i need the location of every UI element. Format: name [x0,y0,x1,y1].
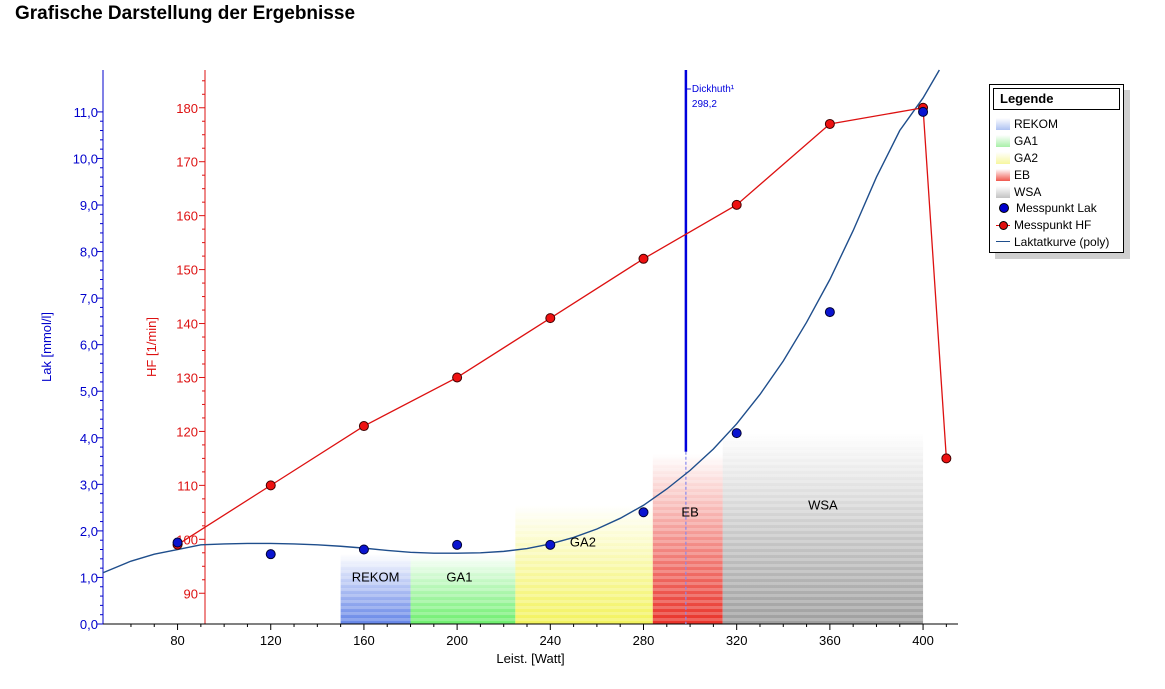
legend-item-wsa: WSA [996,183,1123,200]
zone-label-rekom: REKOM [352,569,400,584]
zone-label-ga2: GA2 [570,535,596,550]
lak-tick-label: 4,0 [80,431,98,446]
hf-point [824,118,835,129]
legend-item-messpunkt-lak: Messpunkt Lak [996,200,1123,217]
legend-item-label: GA1 [1014,134,1039,149]
x-tick-label: 120 [260,633,282,648]
hf-tick-label: 130 [176,370,198,385]
x-tick-label: 80 [170,633,184,648]
lak-point [358,544,369,555]
training-zones [340,433,924,624]
lak-tick-label: 7,0 [80,291,98,306]
lak-tick-label: 11,0 [74,105,98,120]
legend-item-rekom: REKOM [996,116,1123,133]
lactate-curve [102,69,940,574]
legend-swatch [996,168,1010,181]
zone-label-ga1: GA1 [446,569,472,584]
page-title: Grafische Darstellung der Ergebnisse [15,3,356,24]
lak-point [265,549,276,560]
hf-point [731,199,742,210]
legend-swatch [996,185,1010,198]
hf-tick-label: 110 [177,478,198,493]
legend-item-laktatkurve-poly: Laktatkurve (poly) [996,234,1123,251]
zone-ga2-stripes [515,505,653,624]
hf-tick-label: 90 [184,586,198,601]
x-tick-label: 400 [912,633,934,648]
zone-label-eb: EB [681,504,698,519]
lak-tick-label: 0,0 [80,617,98,632]
hf-tick-label: 170 [176,155,198,170]
lak-tick-label: 5,0 [80,384,98,399]
lak-point [545,539,556,550]
legend-line-marker [996,220,1010,230]
hf-point [941,453,952,464]
legend-dot-marker [999,220,1008,230]
lak-tick-label: 6,0 [80,338,98,353]
zone-rekom-stripes [340,554,411,624]
lak-point [731,428,742,439]
legend-item-label: Messpunkt HF [1014,218,1092,233]
legend-item-label: GA2 [1014,150,1039,165]
legend-item-ga2: GA2 [996,150,1123,167]
zone-label-wsa: WSA [808,497,838,512]
lak-point [172,537,183,548]
legend-items: REKOM GA1 GA2 EB WSA Messpunkt Lak Messpunkt H… [996,116,1123,250]
zone-wsa-stripes [722,433,924,624]
x-axis-label: Leist. [Watt] [496,651,564,666]
legend-dot-marker [999,203,1009,214]
lak-tick-label: 9,0 [80,198,98,213]
x-tick-label: 360 [819,633,841,648]
legend-item-eb: EB [996,166,1123,183]
x-tick-label: 240 [539,633,561,648]
hf-point [638,253,649,264]
lak-point [918,106,929,117]
hf-tick-label: 150 [176,263,198,278]
lak-point [638,507,649,518]
x-tick-label: 200 [446,633,468,648]
legend: Legende REKOM GA1 GA2 EB WSA Messpunkt Lak Mes… [989,84,1124,253]
dickhuth-name: Dickhuth¹ [692,84,735,95]
lak-point [452,539,463,550]
hf-tick-label: 160 [176,209,198,224]
x-tick-label: 320 [726,633,748,648]
hf-point [358,421,369,432]
data-series: Dickhuth¹ 298,2 [102,69,952,624]
legend-item-label: REKOM [1014,117,1059,132]
lak-tick-label: 2,0 [80,524,98,539]
legend-item-label: Messpunkt Lak [1016,201,1097,216]
lak-tick-label: 8,0 [80,245,98,260]
x-tick-label: 160 [353,633,375,648]
legend-item-ga1: GA1 [996,133,1123,150]
zone-eb-stripes [652,454,723,624]
legend-line-marker [996,241,1010,243]
legend-item-messpunkt-hf: Messpunkt HF [996,217,1123,234]
legend-swatch [996,118,1010,131]
legend-title: Legende [993,88,1120,110]
legend-item-label: WSA [1014,184,1042,199]
lak-tick-label: 10,0 [73,151,98,166]
zone-labels: REKOM GA1 GA2 EB WSA [352,497,838,584]
lak-tick-label: 1,0 [80,570,98,585]
lak-point [824,307,835,318]
hf-point [545,313,556,324]
legend-item-label: EB [1014,167,1031,182]
hf-tick-label: 120 [176,424,198,439]
hf-point [452,372,463,383]
lak-tick-label: 3,0 [80,477,98,492]
dickhuth-value: 298,2 [692,99,717,110]
lak-axis-label: Lak [mmol/l] [39,312,54,382]
hf-series-line [177,106,948,546]
legend-swatch [996,151,1010,164]
hf-point [265,480,276,491]
x-tick-label: 280 [633,633,655,648]
legend-swatch [996,135,1010,148]
legend-item-label: Laktatkurve (poly) [1014,234,1110,249]
zone-ga1-stripes [410,554,516,624]
hf-tick-label: 180 [176,101,198,116]
hf-tick-label: 140 [176,317,198,332]
hf-axis-label: HF [1/min] [144,317,159,377]
